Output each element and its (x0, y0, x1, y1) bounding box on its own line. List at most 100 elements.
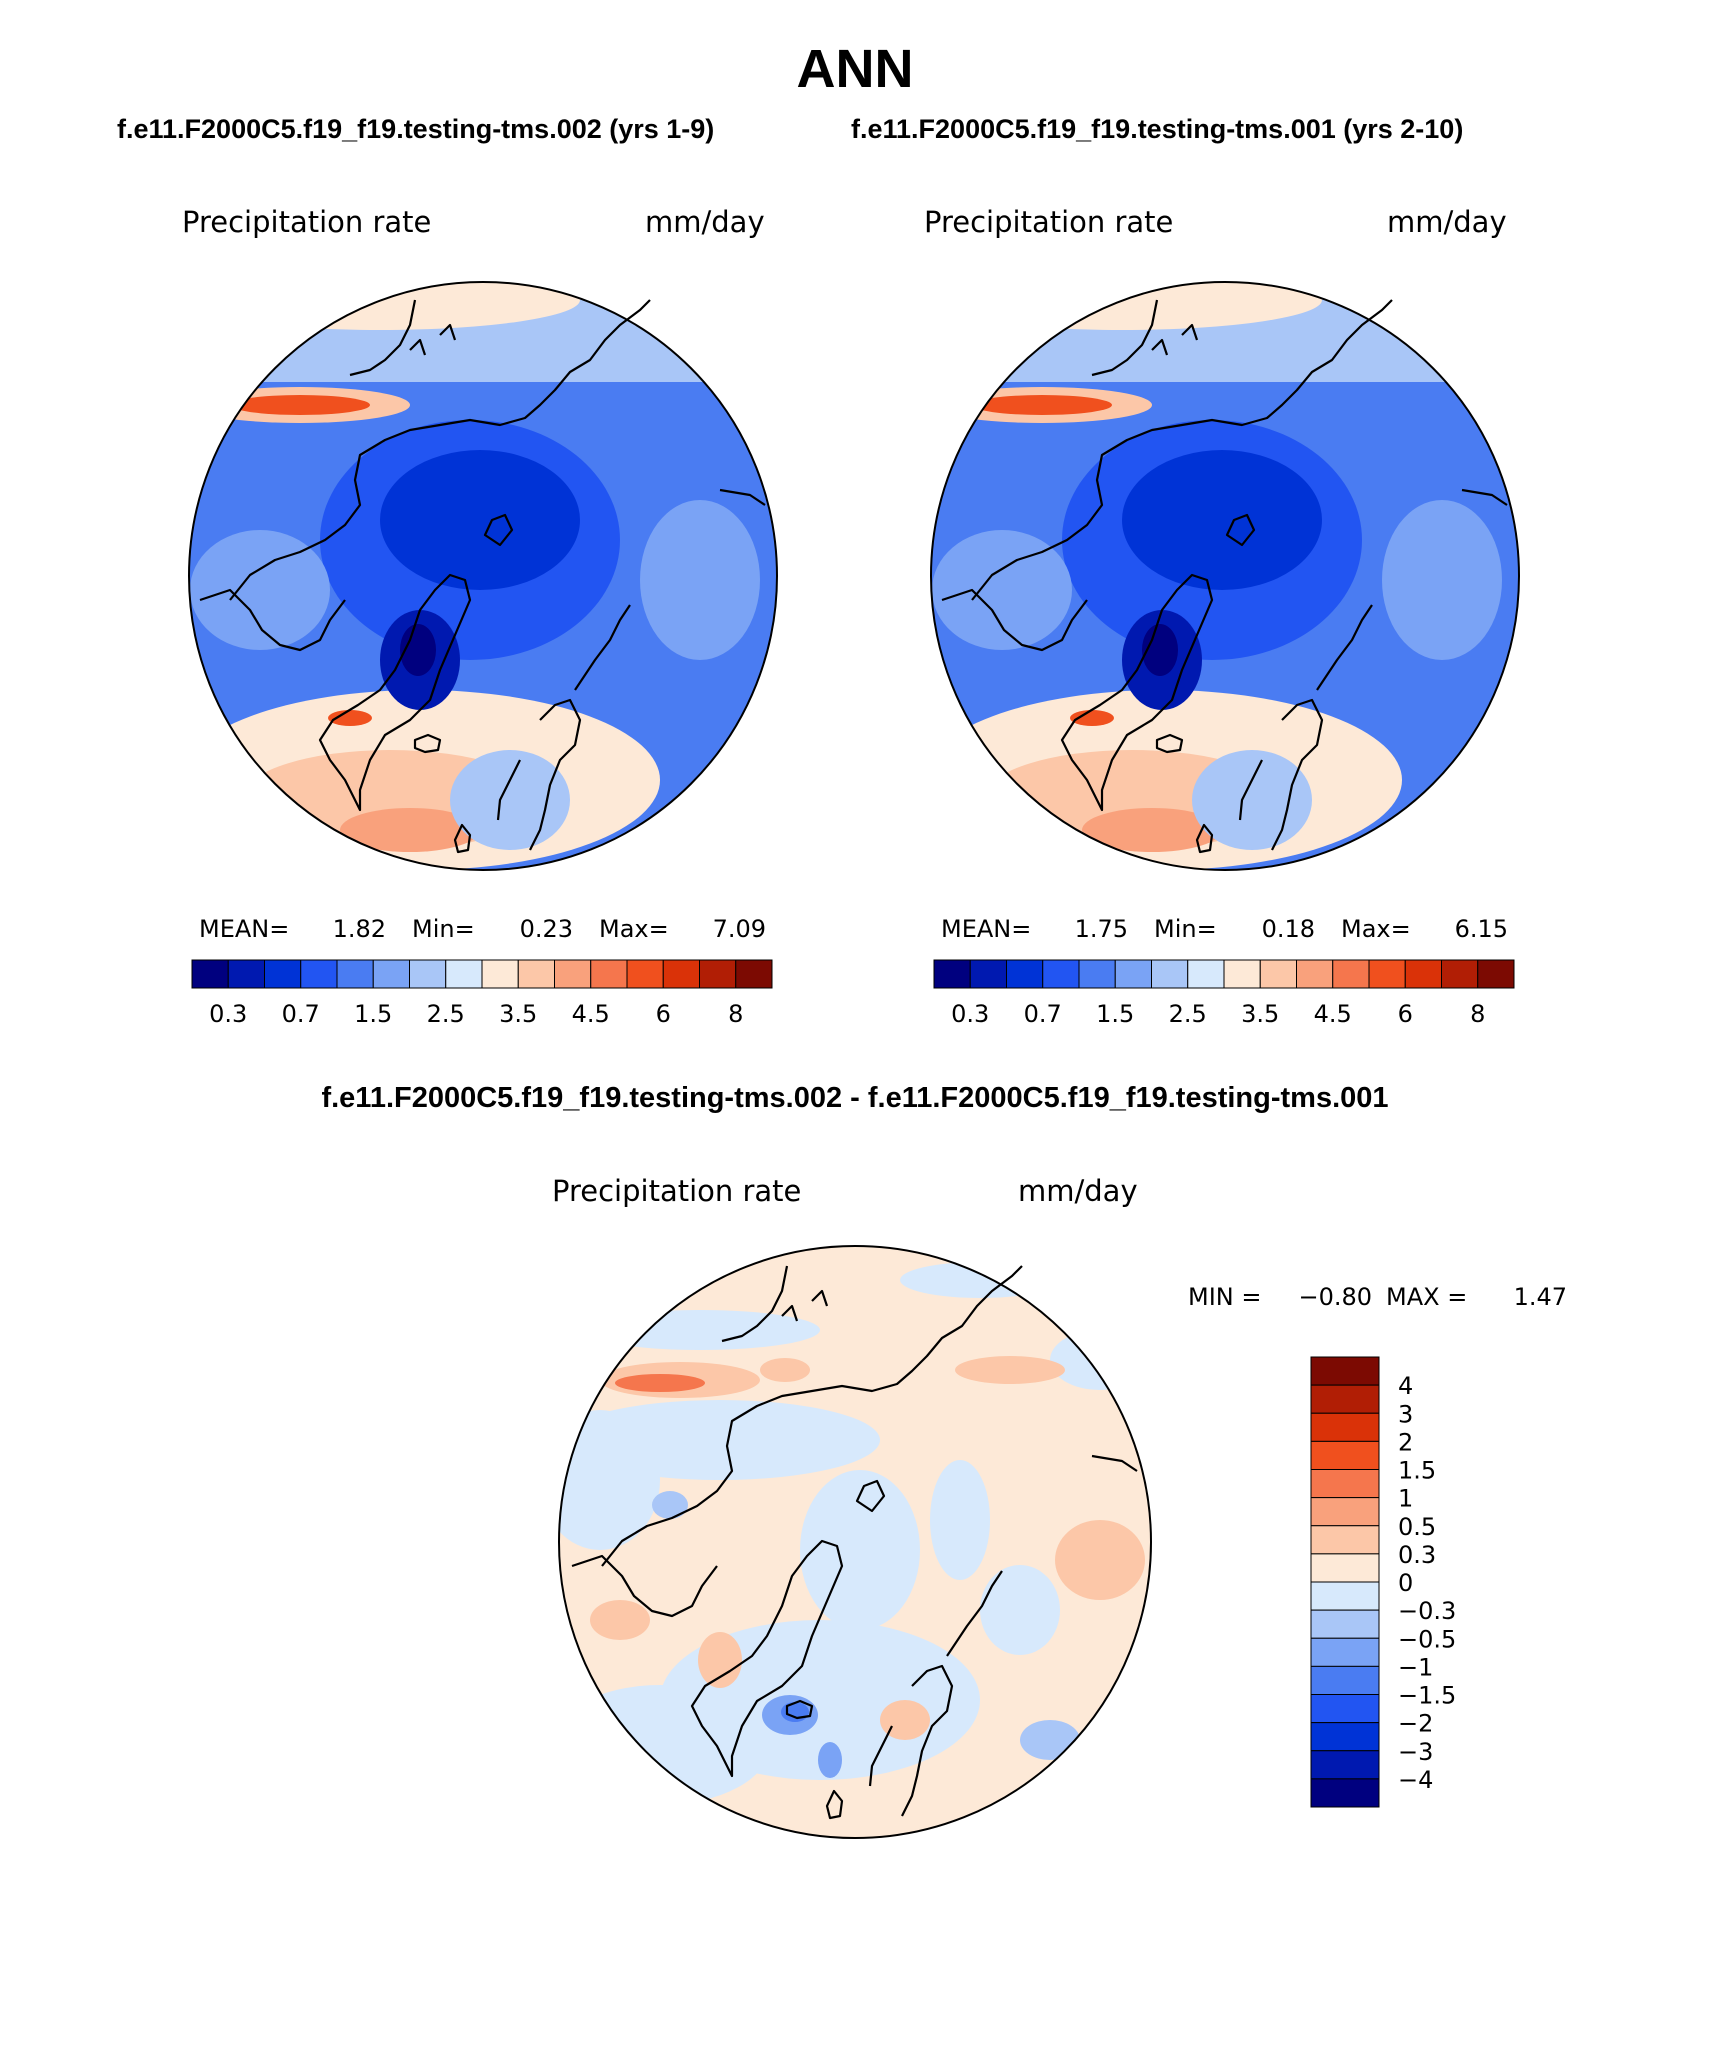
colorbar-tick-label: 2.5 (1169, 1000, 1207, 1028)
diff-title: f.e11.F2000C5.f19_f19.testing-tms.002 - … (321, 1082, 1388, 1114)
map-left (188, 281, 778, 871)
stats-right-max: 6.15 (1455, 915, 1508, 943)
colorbar-tick-label: 3.5 (499, 1000, 537, 1028)
colorbar-swatch (1310, 1609, 1380, 1639)
colorbar-swatch (1223, 959, 1261, 989)
colorbar-swatch (372, 959, 410, 989)
colorbar-tick-label: 0 (1398, 1569, 1413, 1597)
colorbar-swatch (300, 959, 338, 989)
colorbar-swatch (1310, 1722, 1380, 1752)
colorbar-swatch (590, 959, 628, 989)
colorbar-tick-label: 4.5 (572, 1000, 610, 1028)
stats-right-max-label: Max= (1341, 915, 1411, 943)
colorbar-tick-label: −1.5 (1398, 1682, 1456, 1710)
panel-right-units: mm/day (1387, 205, 1507, 239)
colorbar-swatch (1078, 959, 1116, 989)
colorbar-swatch (264, 959, 302, 989)
colorbar-swatch (1310, 1581, 1380, 1611)
colorbar-swatch (1310, 1750, 1380, 1780)
diff-units: mm/day (1018, 1174, 1138, 1208)
stats-left-min: 0.23 (520, 915, 573, 943)
colorbar-swatch (1006, 959, 1044, 989)
colorbar-tick-label: 1 (1398, 1485, 1413, 1513)
coastline-diff (571, 1265, 1138, 1820)
colorbar-tick-label: 3 (1398, 1400, 1413, 1428)
colorbar-swatch (1187, 959, 1225, 989)
colorbar-tick-label: −0.3 (1398, 1597, 1456, 1625)
colorbar-swatch (1310, 1694, 1380, 1724)
precip-field-right (931, 282, 1519, 870)
stats-right-min: 0.18 (1262, 915, 1315, 943)
colorbar-swatch (1477, 959, 1515, 989)
colorbar-swatch (1404, 959, 1442, 989)
stats-left: MEAN= 1.82 Min= 0.23 Max= 7.09 (199, 915, 766, 943)
colorbar-swatch (626, 959, 664, 989)
coastline-right (941, 299, 1508, 854)
colorbar-right: 0.3 0.7 1.5 2.5 3.5 4.5 6 8 (933, 959, 1515, 1028)
coastline-left (199, 299, 766, 854)
colorbar-tick-label: 0.5 (1398, 1513, 1436, 1541)
colorbar-swatch (409, 959, 447, 989)
colorbar-tick-label: −2 (1398, 1710, 1433, 1738)
colorbar-swatch (1441, 959, 1479, 989)
colorbar-swatch (1114, 959, 1152, 989)
colorbar-tick-label: 3.5 (1241, 1000, 1279, 1028)
stats-left-mean-label: MEAN= (199, 915, 289, 943)
colorbar-tick-label: 6 (656, 1000, 671, 1028)
panel-left-variable: Precipitation rate (182, 205, 431, 239)
colorbar-swatch (1042, 959, 1080, 989)
figure-title: ANN (797, 39, 914, 99)
colorbar-swatch (227, 959, 265, 989)
case-title-left: f.e11.F2000C5.f19_f19.testing-tms.002 (y… (117, 114, 714, 144)
colorbar-tick-label: 1.5 (1398, 1457, 1436, 1485)
stats-right: MEAN= 1.75 Min= 0.18 Max= 6.15 (941, 915, 1508, 943)
diff-max: 1.47 (1514, 1283, 1567, 1311)
colorbar-swatch (699, 959, 737, 989)
colorbar-swatch (1151, 959, 1189, 989)
stats-left-max-label: Max= (599, 915, 669, 943)
colorbar-swatch (191, 959, 229, 989)
colorbar-tick-label: 0.3 (951, 1000, 989, 1028)
colorbar-tick-label: 2.5 (427, 1000, 465, 1028)
colorbar-tick-label: −3 (1398, 1738, 1433, 1766)
colorbar-tick-label: 0.3 (209, 1000, 247, 1028)
colorbar-swatch (1259, 959, 1297, 989)
colorbar-swatch (1310, 1778, 1380, 1808)
case-title-right: f.e11.F2000C5.f19_f19.testing-tms.001 (y… (851, 114, 1463, 144)
map-diff (558, 1245, 1152, 1839)
colorbar-tick-label: 1.5 (354, 1000, 392, 1028)
panel-left-units: mm/day (645, 205, 765, 239)
colorbar-tick-label: −1 (1398, 1653, 1433, 1681)
colorbar-tick-label: 4.5 (1314, 1000, 1352, 1028)
diff-minmax: MIN = −0.80 MAX = 1.47 (1188, 1283, 1567, 1311)
colorbar-swatch (933, 959, 971, 989)
colorbar-swatch (1310, 1469, 1380, 1499)
diff-variable: Precipitation rate (552, 1174, 801, 1208)
stats-left-min-label: Min= (412, 915, 475, 943)
colorbar-tick-label: 8 (728, 1000, 743, 1028)
colorbar-swatch (1310, 1497, 1380, 1527)
precip-field-left (189, 282, 777, 870)
stats-right-mean: 1.75 (1075, 915, 1128, 943)
colorbar-tick-label: 2 (1398, 1428, 1413, 1456)
colorbar-tick-label: −4 (1398, 1766, 1433, 1794)
colorbar-left: 0.3 0.7 1.5 2.5 3.5 4.5 6 8 (191, 959, 773, 1028)
diff-min-label: MIN = (1188, 1283, 1261, 1311)
colorbar-tick-label: 1.5 (1096, 1000, 1134, 1028)
diff-max-label: MAX = (1386, 1283, 1467, 1311)
colorbar-swatch (1368, 959, 1406, 989)
colorbar-tick-label: 6 (1398, 1000, 1413, 1028)
colorbar-tick-label: 0.7 (282, 1000, 320, 1028)
diff-min: −0.80 (1298, 1283, 1372, 1311)
stats-right-mean-label: MEAN= (941, 915, 1031, 943)
colorbar-tick-label: 8 (1470, 1000, 1485, 1028)
precip-diff-field (559, 1246, 1151, 1838)
colorbar-swatch (1310, 1665, 1380, 1695)
colorbar-swatch (554, 959, 592, 989)
colorbar-tick-label: 4 (1398, 1372, 1413, 1400)
stats-left-mean: 1.82 (333, 915, 386, 943)
colorbar-swatch (1310, 1525, 1380, 1555)
colorbar-swatch (1296, 959, 1334, 989)
stats-left-max: 7.09 (713, 915, 766, 943)
